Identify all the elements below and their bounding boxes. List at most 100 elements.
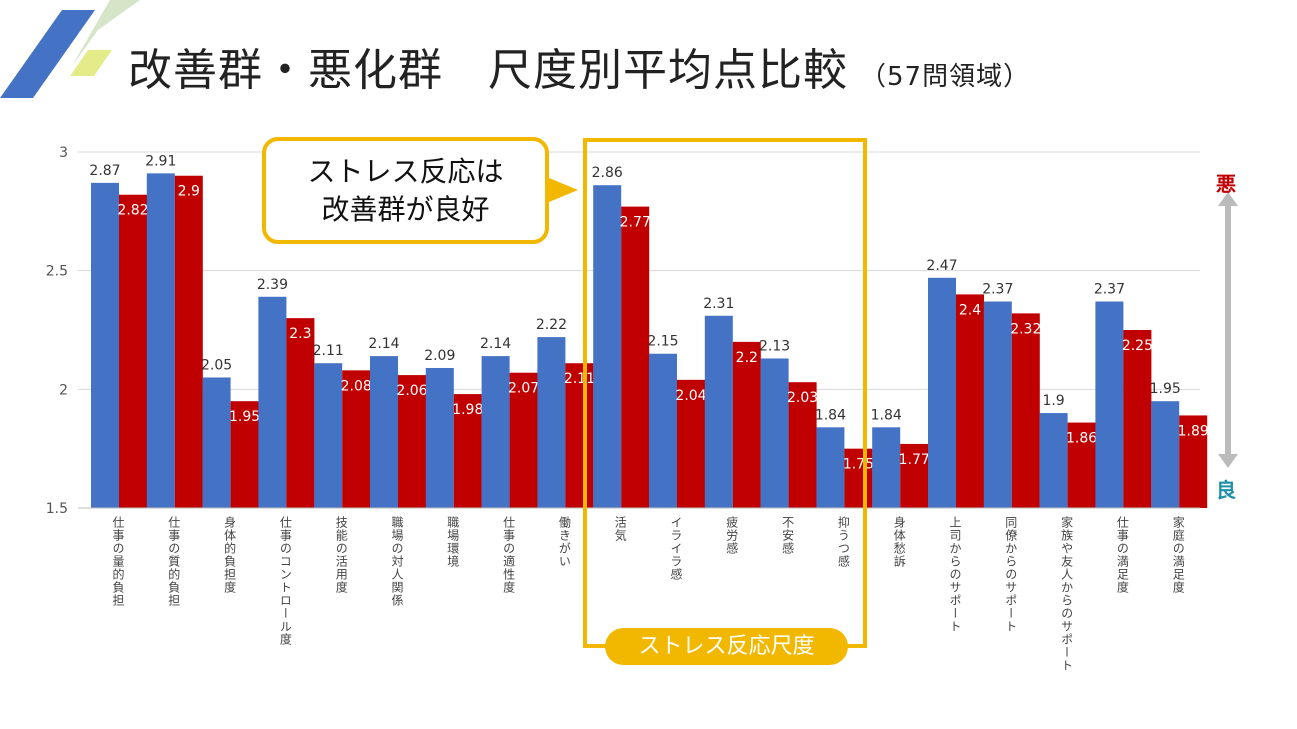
data-label-blue: 2.14 — [368, 336, 399, 352]
data-label-red: 2.3 — [289, 326, 311, 342]
data-label-blue: 2.22 — [536, 317, 567, 333]
data-label-red: 2.2 — [736, 350, 758, 366]
bar-red — [509, 372, 538, 508]
data-label-blue: 1.9 — [1042, 393, 1064, 409]
data-label-red: 1.89 — [1178, 423, 1209, 439]
data-label-red: 1.98 — [452, 402, 483, 418]
bar-red — [119, 194, 147, 508]
page-title: 改善群・悪化群 尺度別平均点比較 （57問領域） — [128, 34, 1030, 98]
x-tick-label: 不安感 — [780, 516, 795, 555]
x-tick-label: 職場環境 — [445, 516, 460, 568]
data-label-red: 2.11 — [564, 371, 595, 387]
bar-red — [732, 341, 761, 508]
bar-red — [286, 318, 315, 508]
data-label-blue: 2.14 — [480, 336, 511, 352]
data-label-blue: 2.47 — [926, 258, 957, 274]
x-tick-label: 仕事の適性度 — [501, 516, 516, 594]
data-label-red: 2.9 — [178, 184, 200, 200]
bar-blue — [1151, 401, 1180, 508]
y-tick-label: 1.5 — [46, 501, 68, 517]
data-label-red: 2.82 — [117, 203, 148, 219]
data-label-blue: 2.91 — [145, 153, 176, 169]
bar-red — [453, 394, 482, 508]
data-label-blue: 2.37 — [1094, 282, 1125, 298]
title-main: 改善群・悪化群 尺度別平均点比較 — [128, 45, 848, 96]
bar-blue — [1095, 301, 1124, 508]
title-sub: （57問領域） — [860, 62, 1031, 92]
bar-blue — [1039, 413, 1068, 508]
data-label-blue: 2.13 — [759, 338, 790, 354]
data-label-blue: 2.05 — [201, 357, 232, 373]
data-label-red: 2.4 — [959, 302, 981, 318]
bar-blue — [704, 315, 733, 508]
side-label-good: 良 — [1216, 478, 1236, 502]
data-label-red: 1.77 — [899, 452, 930, 468]
callout-line2: 改善群が良好 — [321, 193, 490, 226]
bar-red — [621, 206, 650, 508]
bar-red — [900, 443, 929, 508]
bar-blue — [202, 377, 231, 508]
x-tick-label: 仕事の満足度 — [1115, 516, 1130, 594]
callout-line1: ストレス反応は — [307, 155, 504, 188]
data-label-red: 1.95 — [229, 409, 260, 425]
bar-red — [1011, 313, 1040, 508]
data-label-red: 2.32 — [1010, 321, 1041, 337]
bar-red — [1123, 330, 1152, 508]
x-tick-label: 活気 — [613, 516, 628, 542]
bar-red — [956, 294, 984, 508]
data-label-red: 2.25 — [1122, 338, 1153, 354]
x-tick-label: 家庭の満足度 — [1171, 516, 1186, 594]
x-tick-label: 技能の活用度 — [334, 516, 349, 594]
y-tick-label: 2 — [59, 382, 68, 398]
x-tick-label: 家族や友人からのサポート — [1059, 516, 1074, 672]
data-label-blue: 1.95 — [1150, 381, 1181, 397]
bar-red — [174, 175, 203, 508]
data-label-blue: 2.11 — [313, 343, 344, 359]
bar-blue — [425, 367, 454, 508]
data-label-red: 2.03 — [787, 390, 818, 406]
data-label-blue: 2.37 — [982, 282, 1013, 298]
data-label-red: 2.08 — [341, 378, 372, 394]
data-label-red: 2.04 — [675, 388, 706, 404]
data-label-blue: 2.39 — [257, 277, 288, 293]
x-tick-label: イライラ感 — [669, 516, 683, 581]
bar-blue — [481, 356, 510, 508]
data-label-red: 2.06 — [396, 383, 427, 399]
bar-blue — [258, 296, 287, 508]
data-label-red: 1.86 — [1066, 431, 1097, 447]
decor-stripe-yellow — [70, 50, 112, 76]
bar-blue — [593, 185, 622, 508]
data-label-blue: 2.31 — [703, 296, 734, 312]
data-label-red: 2.07 — [508, 381, 539, 397]
data-label-red: 2.77 — [620, 215, 651, 231]
data-label-blue: 2.15 — [647, 334, 678, 350]
y-tick-label: 2.5 — [46, 264, 68, 280]
stress-group-label: ストレス反応尺度 — [605, 628, 848, 665]
bar-blue — [537, 337, 566, 508]
data-label-blue: 2.86 — [592, 165, 623, 181]
data-label-blue: 1.84 — [871, 407, 902, 423]
bar-red — [1067, 422, 1096, 508]
data-label-blue: 2.09 — [424, 348, 455, 364]
bar-blue — [370, 356, 398, 508]
x-tick-label: 仕事の質的負担 — [166, 516, 181, 607]
bar-blue — [983, 301, 1012, 508]
x-tick-label: 同僚からのサポート — [1003, 516, 1018, 633]
bar-blue — [314, 363, 343, 508]
bar-blue — [649, 353, 677, 508]
bar-red — [1179, 415, 1208, 508]
x-tick-label: 疲労感 — [724, 516, 739, 555]
bar-blue — [872, 427, 901, 508]
x-tick-label: 職場の対人関係 — [390, 516, 404, 607]
bar-blue — [146, 173, 175, 509]
y-tick-label: 3 — [59, 145, 68, 161]
bar-red — [342, 370, 371, 508]
bar-red — [398, 375, 426, 508]
decor-stripe-light — [72, 0, 140, 66]
data-label-red: 1.75 — [843, 457, 874, 473]
x-tick-label: 身体的負担度 — [222, 516, 237, 594]
side-label-bad: 悪 — [1216, 172, 1236, 196]
